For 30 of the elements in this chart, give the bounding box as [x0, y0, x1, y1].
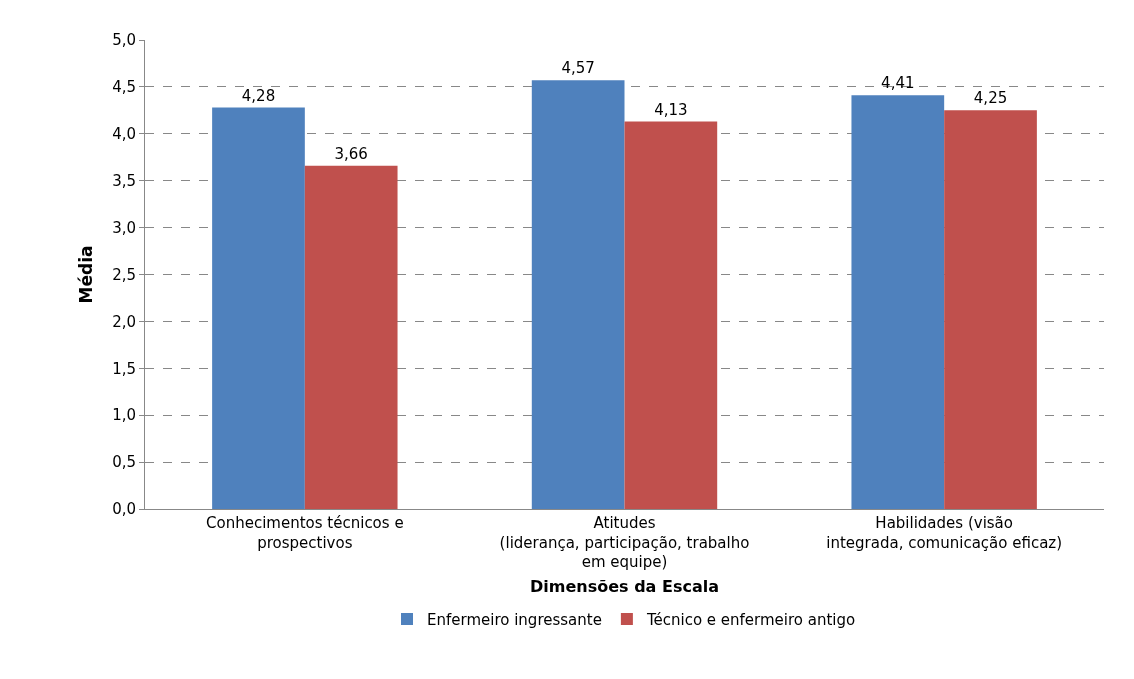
- bar: [212, 107, 305, 509]
- x-tick-label: Habilidades (visão integrada, comunicação eficaz): [826, 514, 1063, 552]
- data-label: 4,41: [881, 74, 915, 93]
- x-tick-label: Conhecimentos técnicos e prospectivos: [206, 514, 404, 552]
- y-tick-label: 2,5: [112, 265, 136, 284]
- data-label: 4,57: [561, 59, 595, 78]
- bar: [531, 80, 625, 509]
- legend-label: Enfermeiro ingressante: [427, 610, 602, 629]
- bar: [851, 95, 945, 509]
- y-tick-label: 0,5: [112, 453, 136, 472]
- legend-label: Técnico e enfermeiro antigo: [645, 610, 856, 629]
- data-label: 3,66: [334, 144, 368, 163]
- bar: [304, 165, 398, 509]
- y-tick-label: 0,0: [112, 500, 136, 519]
- data-label: 4,25: [973, 89, 1008, 108]
- y-tick-label: 2,0: [112, 312, 136, 331]
- y-tick-label: 1,5: [112, 359, 136, 378]
- bar: [624, 121, 718, 509]
- y-axis-title: Média: [75, 245, 96, 304]
- y-tick-label: 5,0: [112, 31, 136, 50]
- x-tick-label: Atitudes (liderança, participação, trabalho em equipe): [499, 514, 750, 571]
- y-tick-label: 3,0: [112, 218, 136, 237]
- y-tick-label: 4,5: [112, 78, 136, 97]
- data-label: 4,13: [654, 100, 688, 119]
- y-tick-label: 4,0: [112, 125, 136, 144]
- y-tick-label: 1,0: [112, 406, 136, 425]
- y-tick-label: 3,5: [112, 171, 136, 190]
- x-axis-title: Dimensões da Escala: [530, 576, 719, 596]
- bar: [944, 110, 1037, 509]
- data-label: 4,28: [241, 86, 276, 105]
